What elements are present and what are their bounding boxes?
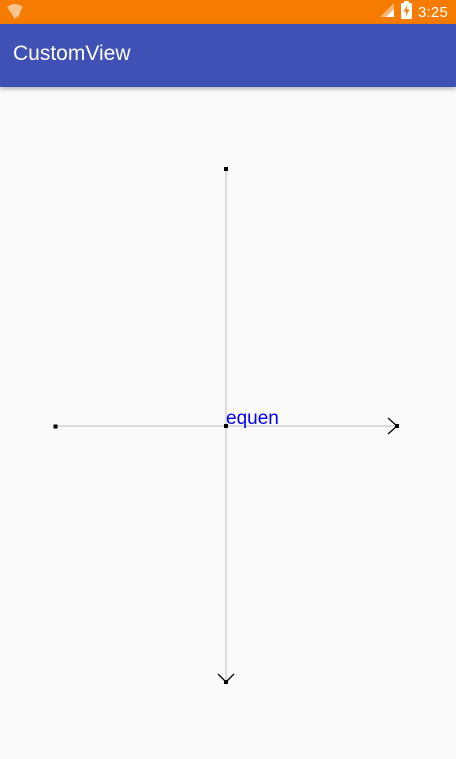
point-center [224, 424, 228, 428]
point-left [53, 424, 58, 429]
wifi-question-icon: ? [6, 4, 24, 20]
point-bottom [224, 680, 228, 684]
app-bar: CustomView [0, 24, 456, 87]
status-time: 3:25 [418, 3, 448, 21]
point-top [224, 167, 228, 171]
axis-label: equen [226, 408, 279, 429]
svg-text:?: ? [16, 11, 20, 20]
battery-charging-icon [401, 0, 412, 24]
custom-view-canvas [0, 87, 456, 759]
status-bar: ? 3:25 [0, 0, 456, 24]
point-right [395, 424, 399, 428]
app-title: CustomView [13, 42, 131, 65]
coordinate-axes [53, 167, 399, 684]
signal-icon [379, 2, 395, 23]
